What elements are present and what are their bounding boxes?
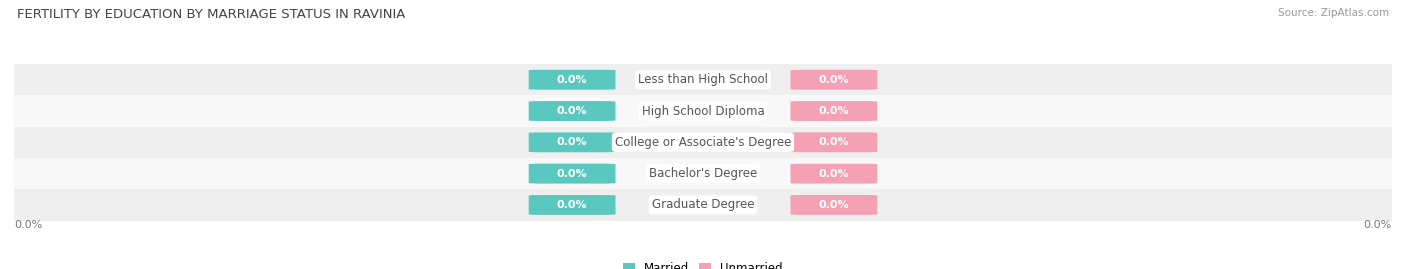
FancyBboxPatch shape bbox=[790, 101, 877, 121]
FancyBboxPatch shape bbox=[529, 164, 616, 183]
Text: 0.0%: 0.0% bbox=[557, 169, 588, 179]
FancyBboxPatch shape bbox=[790, 195, 877, 215]
Text: 0.0%: 0.0% bbox=[557, 75, 588, 85]
Bar bbox=[14, 64, 1392, 95]
Text: FERTILITY BY EDUCATION BY MARRIAGE STATUS IN RAVINIA: FERTILITY BY EDUCATION BY MARRIAGE STATU… bbox=[17, 8, 405, 21]
Text: 0.0%: 0.0% bbox=[557, 200, 588, 210]
Bar bbox=[14, 158, 1392, 189]
Text: 0.0%: 0.0% bbox=[14, 220, 42, 230]
Legend: Married, Unmarried: Married, Unmarried bbox=[619, 258, 787, 269]
Text: 0.0%: 0.0% bbox=[818, 106, 849, 116]
Text: 0.0%: 0.0% bbox=[818, 137, 849, 147]
FancyBboxPatch shape bbox=[790, 132, 877, 152]
FancyBboxPatch shape bbox=[790, 164, 877, 183]
Text: Less than High School: Less than High School bbox=[638, 73, 768, 86]
Text: 0.0%: 0.0% bbox=[1364, 220, 1392, 230]
Text: College or Associate's Degree: College or Associate's Degree bbox=[614, 136, 792, 149]
Bar bbox=[14, 127, 1392, 158]
Text: Graduate Degree: Graduate Degree bbox=[652, 199, 754, 211]
FancyBboxPatch shape bbox=[529, 101, 616, 121]
Text: High School Diploma: High School Diploma bbox=[641, 105, 765, 118]
Text: Source: ZipAtlas.com: Source: ZipAtlas.com bbox=[1278, 8, 1389, 18]
Text: Bachelor's Degree: Bachelor's Degree bbox=[650, 167, 756, 180]
FancyBboxPatch shape bbox=[529, 132, 616, 152]
Text: 0.0%: 0.0% bbox=[557, 106, 588, 116]
FancyBboxPatch shape bbox=[529, 70, 616, 90]
FancyBboxPatch shape bbox=[529, 195, 616, 215]
Bar bbox=[14, 189, 1392, 221]
Bar bbox=[14, 95, 1392, 127]
Text: 0.0%: 0.0% bbox=[818, 75, 849, 85]
FancyBboxPatch shape bbox=[790, 70, 877, 90]
Text: 0.0%: 0.0% bbox=[818, 200, 849, 210]
Text: 0.0%: 0.0% bbox=[557, 137, 588, 147]
Text: 0.0%: 0.0% bbox=[818, 169, 849, 179]
